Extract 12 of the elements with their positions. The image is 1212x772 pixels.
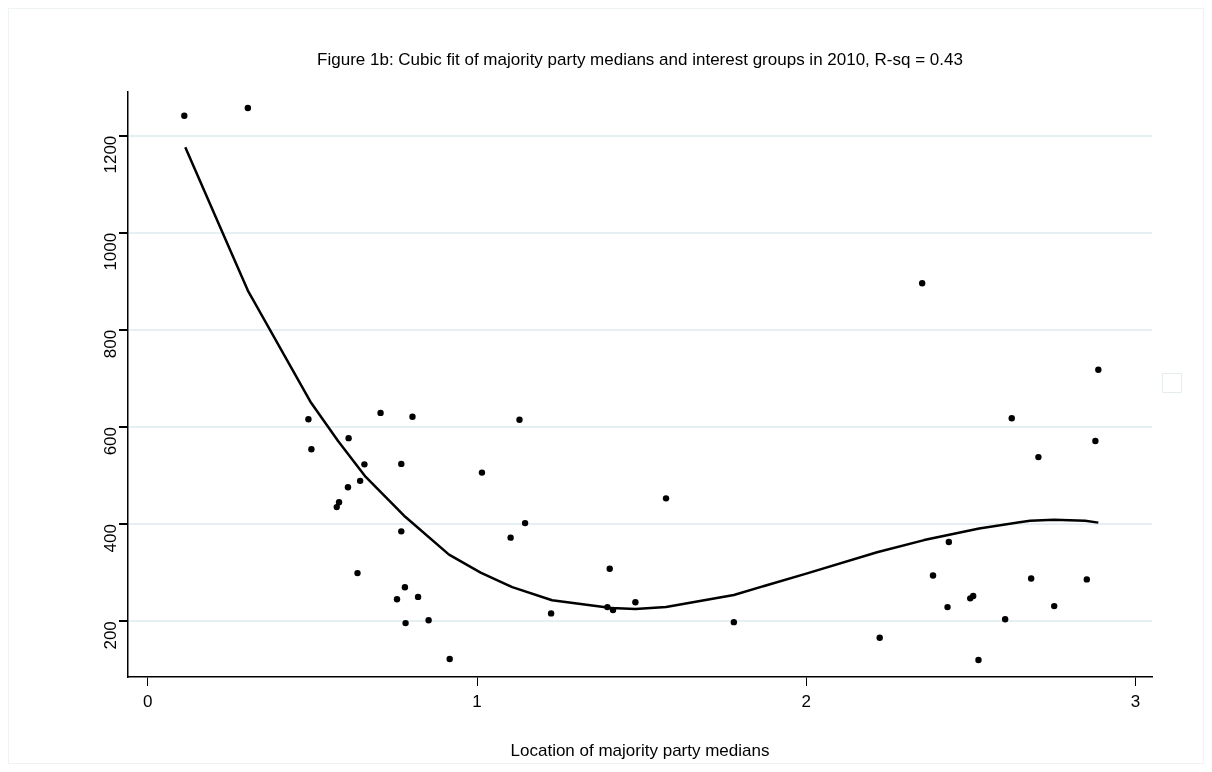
y-tick-label: 600 [100, 426, 120, 456]
x-tick-label: 1 [472, 691, 482, 711]
x-tick-label: 2 [801, 691, 812, 711]
x-axis-title: Location of majority party medians [510, 741, 770, 761]
y-tick-label: 800 [100, 329, 120, 359]
y-tick-label: 400 [100, 524, 120, 553]
y-tick-label: 200 [100, 621, 120, 650]
x-tick-label: 3 [1130, 691, 1141, 711]
chart-title: Figure 1b: Cubic fit of majority party medians and interest groups in 2010, R-sq = 0.43 [316, 50, 964, 70]
y-tick-label: 1000 [100, 232, 120, 271]
y-tick-label: 1200 [100, 135, 120, 174]
x-tick-label: 0 [143, 691, 153, 711]
